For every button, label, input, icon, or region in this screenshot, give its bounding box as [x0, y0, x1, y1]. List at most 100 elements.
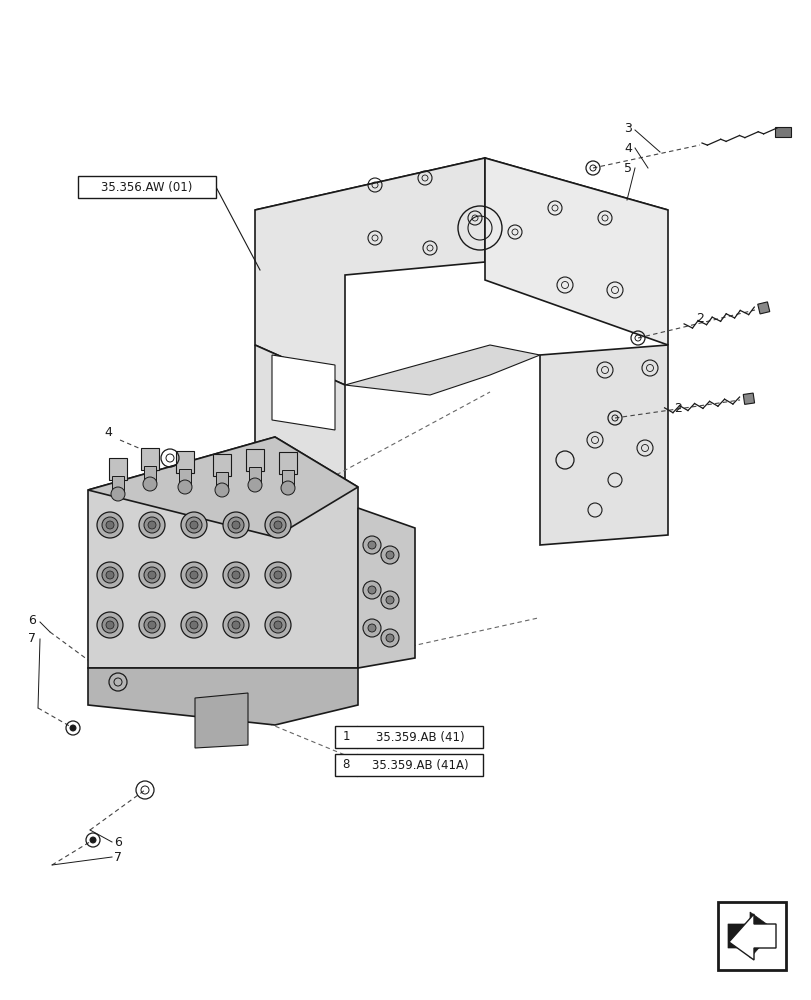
Circle shape [106, 521, 114, 529]
Bar [212, 454, 230, 476]
Circle shape [186, 567, 202, 583]
Polygon shape [358, 508, 414, 668]
Circle shape [270, 567, 285, 583]
Polygon shape [727, 912, 774, 958]
Circle shape [273, 571, 281, 579]
Text: 6: 6 [28, 613, 36, 626]
Circle shape [270, 517, 285, 533]
Circle shape [144, 567, 160, 583]
Bar [335, 726, 483, 748]
Circle shape [385, 634, 393, 642]
Circle shape [70, 725, 76, 731]
Circle shape [178, 480, 191, 494]
Circle shape [270, 617, 285, 633]
Text: 35.356.AW (01): 35.356.AW (01) [101, 181, 192, 194]
Circle shape [90, 837, 96, 843]
Circle shape [367, 624, 375, 632]
Circle shape [148, 571, 156, 579]
Text: 4: 4 [624, 142, 631, 155]
Circle shape [106, 621, 114, 629]
Circle shape [111, 487, 125, 501]
Text: 35.359.AB (41A): 35.359.AB (41A) [371, 758, 468, 772]
Circle shape [148, 621, 156, 629]
Circle shape [247, 478, 262, 492]
Bar [249, 467, 260, 485]
Polygon shape [484, 158, 667, 345]
Circle shape [232, 621, 240, 629]
Circle shape [273, 621, 281, 629]
Bar [281, 470, 294, 488]
Bar [774, 127, 790, 137]
Polygon shape [742, 393, 753, 404]
Circle shape [181, 612, 207, 638]
Polygon shape [255, 345, 345, 490]
Circle shape [232, 571, 240, 579]
Circle shape [102, 517, 118, 533]
Circle shape [380, 546, 398, 564]
Polygon shape [255, 158, 667, 262]
Circle shape [264, 612, 290, 638]
Circle shape [97, 562, 122, 588]
Circle shape [106, 571, 114, 579]
Bar [109, 458, 127, 480]
Circle shape [139, 612, 165, 638]
Circle shape [264, 512, 290, 538]
Polygon shape [195, 693, 247, 748]
Bar [717, 902, 785, 970]
Circle shape [228, 517, 243, 533]
Circle shape [380, 629, 398, 647]
Circle shape [144, 617, 160, 633]
Text: 3: 3 [624, 122, 631, 135]
Text: 35.359.AB (41): 35.359.AB (41) [375, 730, 464, 743]
Polygon shape [272, 355, 335, 430]
Text: 2: 2 [695, 312, 703, 324]
Circle shape [385, 551, 393, 559]
Text: 5: 5 [623, 162, 631, 175]
Circle shape [228, 617, 243, 633]
Circle shape [273, 521, 281, 529]
Polygon shape [88, 668, 358, 725]
Circle shape [363, 536, 380, 554]
Circle shape [102, 617, 118, 633]
Circle shape [385, 596, 393, 604]
Bar [216, 472, 228, 490]
Text: 1: 1 [341, 730, 350, 743]
Bar [141, 448, 159, 470]
Polygon shape [88, 437, 358, 537]
Circle shape [190, 621, 198, 629]
Circle shape [97, 512, 122, 538]
Circle shape [181, 512, 207, 538]
Polygon shape [539, 345, 667, 545]
Circle shape [380, 591, 398, 609]
Circle shape [264, 562, 290, 588]
Circle shape [97, 612, 122, 638]
Text: 4: 4 [104, 426, 112, 438]
Bar [178, 469, 191, 487]
Circle shape [281, 481, 294, 495]
Polygon shape [728, 914, 775, 960]
Circle shape [363, 581, 380, 599]
Polygon shape [345, 345, 539, 395]
Circle shape [139, 562, 165, 588]
Polygon shape [255, 158, 484, 385]
Circle shape [144, 517, 160, 533]
Text: 8: 8 [342, 758, 350, 772]
Bar [335, 754, 483, 776]
Circle shape [190, 571, 198, 579]
Circle shape [186, 617, 202, 633]
Polygon shape [88, 437, 358, 668]
Bar [78, 176, 216, 198]
Text: 6: 6 [114, 836, 122, 849]
Bar [176, 451, 194, 473]
Circle shape [181, 562, 207, 588]
Polygon shape [757, 302, 769, 314]
Bar [112, 476, 124, 494]
Circle shape [186, 517, 202, 533]
Circle shape [148, 521, 156, 529]
Circle shape [102, 567, 118, 583]
Bar [144, 466, 156, 484]
Circle shape [139, 512, 165, 538]
Circle shape [190, 521, 198, 529]
Text: 7: 7 [114, 851, 122, 864]
Text: 2: 2 [673, 401, 681, 414]
